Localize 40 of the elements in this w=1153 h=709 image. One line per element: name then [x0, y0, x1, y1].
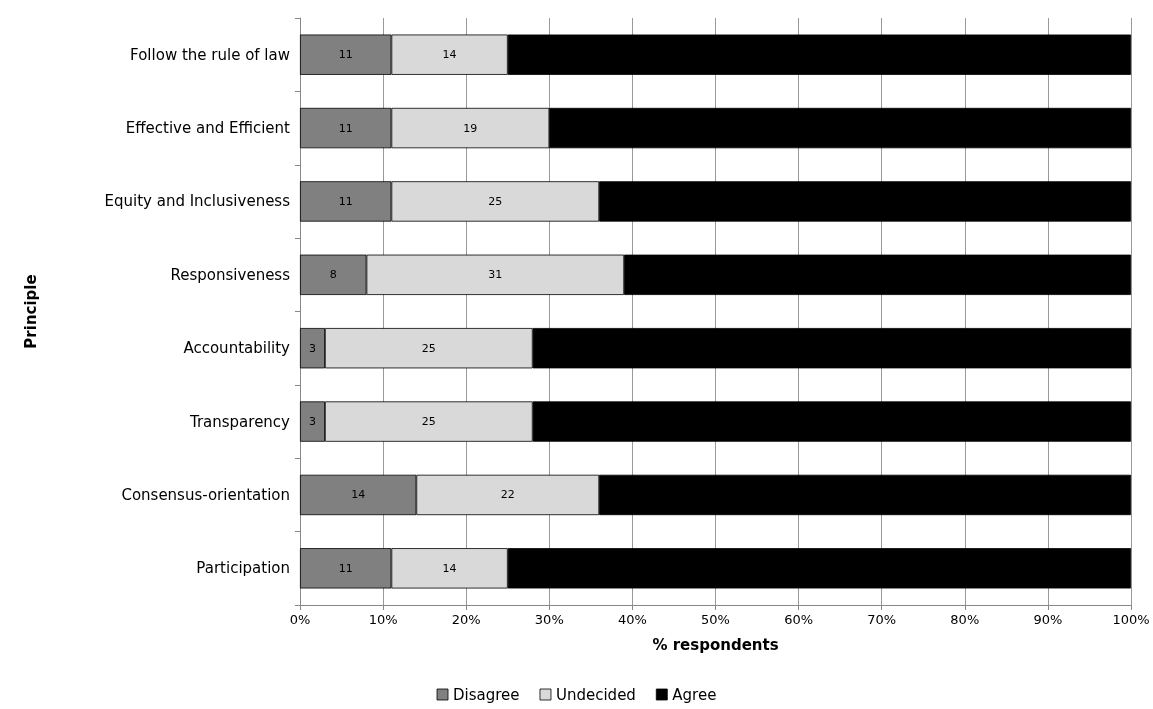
data-label: 3 — [308, 341, 316, 355]
data-label: 11 — [338, 121, 353, 135]
data-label: 25 — [421, 341, 436, 355]
y-tick-label: Effective and Efficient — [125, 119, 291, 138]
data-label: 14 — [442, 561, 457, 575]
y-tick-label: Responsiveness — [170, 265, 291, 284]
x-tick-label: 0% — [289, 612, 311, 627]
data-label: 22 — [500, 488, 515, 502]
data-label: 11 — [338, 561, 353, 575]
x-tick-label: 10% — [368, 612, 398, 627]
x-tick-label: 50% — [701, 612, 730, 627]
y-tick-label: Participation — [196, 559, 290, 578]
data-label: 31 — [488, 268, 503, 282]
x-tick-label: 80% — [950, 612, 980, 627]
data-label: 11 — [338, 194, 353, 208]
data-label: 14 — [442, 48, 457, 62]
x-tick-label: 40% — [617, 612, 647, 627]
y-tick-label: Follow the rule of law — [130, 45, 290, 64]
data-label: 11 — [338, 48, 353, 62]
data-label: 14 — [351, 488, 366, 502]
y-tick-label: Transparency — [188, 412, 291, 431]
data-label: 25 — [488, 194, 503, 208]
x-tick-label: 20% — [451, 612, 481, 627]
legend-label: Disagree — [453, 685, 520, 704]
data-label: 3 — [308, 415, 316, 429]
legend-label: Agree — [672, 685, 717, 704]
legend-label: Undecided — [555, 685, 636, 704]
x-tick-label: 90% — [1033, 612, 1063, 627]
y-tick-label: Equity and Inclusiveness — [104, 192, 291, 211]
y-tick-label: Consensus-orientation — [121, 485, 290, 504]
x-tick-label: 100% — [1112, 612, 1150, 627]
data-label: 19 — [463, 121, 478, 135]
x-tick-label: 70% — [867, 612, 897, 627]
x-tick-label: 30% — [534, 612, 564, 627]
data-label: 8 — [329, 268, 337, 282]
x-tick-label: 60% — [784, 612, 814, 627]
x-axis-title: % respondents — [652, 635, 779, 654]
y-axis-title: Principle — [21, 274, 40, 349]
data-label: 25 — [421, 415, 436, 429]
y-tick-label: Accountability — [183, 339, 291, 358]
